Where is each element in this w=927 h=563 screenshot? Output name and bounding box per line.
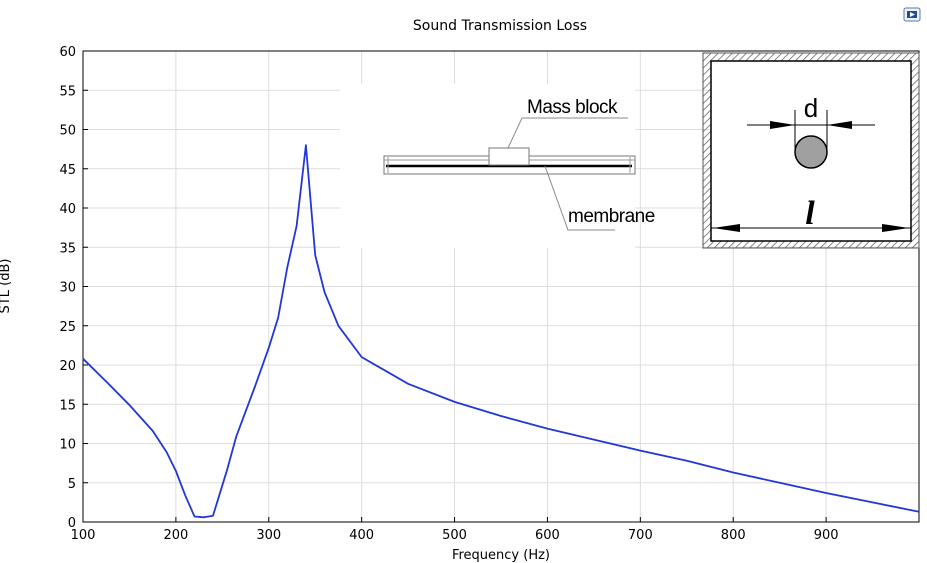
cell-inset: d l: [702, 52, 920, 249]
x-tick-label: 900: [814, 528, 839, 543]
x-tick-label: 200: [163, 528, 188, 543]
x-tick-label: 500: [442, 528, 467, 543]
y-tick-label: 55: [59, 84, 76, 99]
y-tick-label: 10: [59, 438, 76, 453]
y-tick-label: 50: [59, 124, 76, 139]
y-tick-label: 35: [59, 241, 76, 256]
y-tick-label: 60: [59, 45, 76, 60]
y-tick-label: 15: [59, 398, 76, 413]
x-tick-label: 300: [256, 528, 281, 543]
x-tick-label: 100: [71, 528, 96, 543]
ball-shape: [794, 135, 828, 169]
x-axis-title: Frequency (Hz): [452, 548, 550, 563]
l-label: l: [805, 195, 815, 232]
window-icon[interactable]: [903, 7, 921, 22]
y-axis-title: STL (dB): [0, 259, 13, 314]
x-tick-label: 600: [535, 528, 560, 543]
membrane-label: membrane: [568, 206, 655, 227]
axes: [82, 50, 920, 523]
x-tick-label: 700: [628, 528, 653, 543]
y-tick-label: 45: [59, 163, 76, 178]
x-tick-label: 800: [721, 528, 746, 543]
mass-block-label: Mass block: [527, 97, 618, 118]
series-layer: [82, 144, 920, 519]
series-line-stl: [82, 144, 920, 519]
y-tick-label: 20: [59, 359, 76, 374]
membrane-inset: Mass block membrane: [340, 84, 655, 248]
y-tick-label: 30: [59, 281, 76, 296]
chart-title: Sound Transmission Loss: [413, 18, 587, 34]
tick-labels: 100 200 300 400 500 600 700 800 900 0 5 10 15 20 25 30 3…: [59, 45, 838, 543]
y-tick-label: 5: [68, 477, 76, 492]
x-tick-label: 400: [349, 528, 374, 543]
y-tick-label: 0: [68, 516, 76, 531]
y-tick-label: 40: [59, 202, 76, 217]
mass-block-shape: [488, 147, 530, 166]
y-tick-label: 25: [59, 320, 76, 335]
d-label: d: [804, 93, 818, 123]
